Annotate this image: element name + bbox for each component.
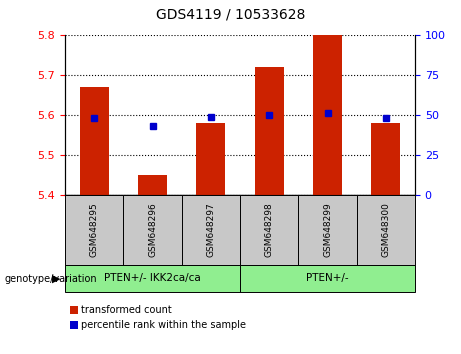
Text: ▶: ▶: [52, 274, 60, 284]
Text: GSM648299: GSM648299: [323, 202, 332, 257]
Text: percentile rank within the sample: percentile rank within the sample: [81, 320, 246, 330]
Text: genotype/variation: genotype/variation: [5, 274, 97, 284]
Bar: [371, 123, 401, 195]
Bar: [254, 67, 284, 195]
Text: GDS4119 / 10533628: GDS4119 / 10533628: [156, 8, 305, 22]
Text: transformed count: transformed count: [81, 305, 172, 315]
Text: GSM648295: GSM648295: [90, 202, 99, 257]
Bar: [313, 35, 342, 195]
Bar: [80, 87, 109, 195]
Bar: [196, 123, 225, 195]
Text: GSM648296: GSM648296: [148, 202, 157, 257]
Text: PTEN+/-: PTEN+/-: [306, 274, 349, 284]
Text: GSM648298: GSM648298: [265, 202, 274, 257]
Text: GSM648300: GSM648300: [381, 202, 390, 257]
Text: GSM648297: GSM648297: [207, 202, 215, 257]
Text: PTEN+/- IKK2ca/ca: PTEN+/- IKK2ca/ca: [104, 274, 201, 284]
Bar: [138, 175, 167, 195]
